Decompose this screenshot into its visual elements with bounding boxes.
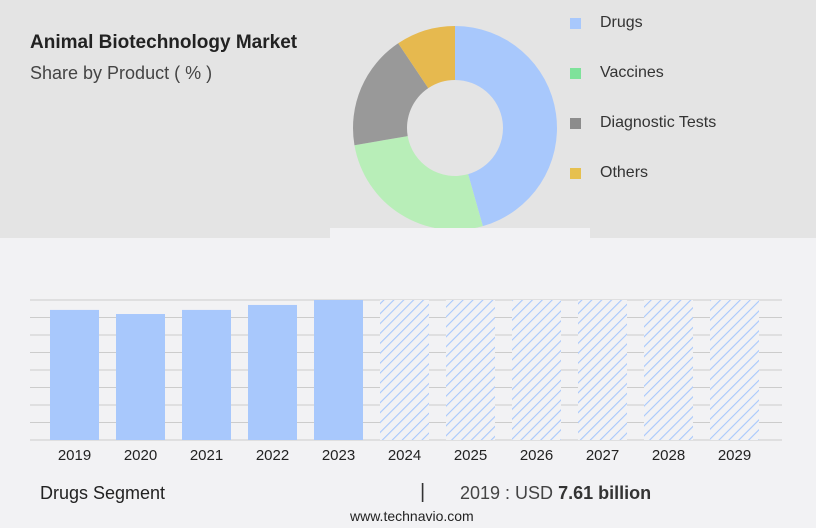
bar-forecast-2026 bbox=[512, 300, 561, 440]
donut-slice-drugs bbox=[455, 25, 558, 227]
footer-url[interactable]: www.technavio.com bbox=[350, 508, 474, 524]
footer-value: 2019 : USD 7.61 billion bbox=[460, 483, 651, 504]
bar-2023 bbox=[314, 300, 363, 440]
x-tick-label: 2024 bbox=[388, 447, 421, 464]
footer-separator: | bbox=[420, 481, 426, 503]
donut-slice-diagnostic-tests bbox=[353, 43, 429, 146]
x-tick-label: 2019 bbox=[58, 447, 91, 464]
legend-label: Vaccines bbox=[600, 64, 664, 81]
legend-swatch bbox=[570, 17, 581, 29]
x-tick-label: 2023 bbox=[322, 447, 355, 464]
bar-2019 bbox=[50, 309, 99, 440]
donut-clip bbox=[330, 228, 590, 238]
bar-2021 bbox=[182, 309, 231, 440]
bar-forecast-2024 bbox=[380, 300, 429, 440]
x-tick-label: 2025 bbox=[454, 447, 487, 464]
x-tick-label: 2028 bbox=[652, 447, 685, 464]
bar-chart: 2019 2020 2021 2022 2023 2024 2025 2026 2027 2028… bbox=[30, 299, 782, 464]
legend-swatch bbox=[570, 167, 581, 179]
legend-label: Others bbox=[600, 164, 649, 181]
legend-item: Diagnostic Tests bbox=[570, 114, 716, 132]
donut-slice-vaccines bbox=[354, 136, 483, 230]
footer-amount: 7.61 billion bbox=[558, 483, 652, 503]
legend-label: Diagnostic Tests bbox=[600, 114, 717, 131]
donut-chart bbox=[330, 25, 590, 238]
legend-item: Vaccines bbox=[570, 64, 664, 82]
legend-swatch bbox=[570, 117, 581, 129]
chart-title: Animal Biotechnology Market bbox=[30, 32, 298, 53]
x-tick-label: 2026 bbox=[520, 447, 553, 464]
bar-forecast-2028 bbox=[644, 300, 693, 440]
x-tick-label: 2020 bbox=[124, 447, 157, 464]
bar-forecast-2027 bbox=[578, 300, 627, 440]
legend-item: Others bbox=[570, 164, 648, 182]
x-tick-label: 2029 bbox=[718, 447, 751, 464]
legend-swatch bbox=[570, 67, 581, 79]
footer-year: 2019 : USD bbox=[460, 483, 554, 503]
legend-label: Drugs bbox=[600, 14, 643, 31]
x-tick-label: 2027 bbox=[586, 447, 619, 464]
footer-segment: Drugs Segment bbox=[40, 483, 166, 503]
bar-2022 bbox=[248, 304, 297, 440]
x-tick-label: 2021 bbox=[190, 447, 223, 464]
donut-slice-others bbox=[398, 26, 455, 89]
x-tick-label: 2022 bbox=[256, 447, 289, 464]
bar-forecast-2029 bbox=[710, 300, 759, 440]
chart-subtitle: Share by Product ( % ) bbox=[30, 63, 213, 83]
bar-2020 bbox=[116, 314, 165, 440]
legend-item: Drugs bbox=[570, 14, 643, 32]
bar-forecast-2025 bbox=[446, 300, 495, 440]
